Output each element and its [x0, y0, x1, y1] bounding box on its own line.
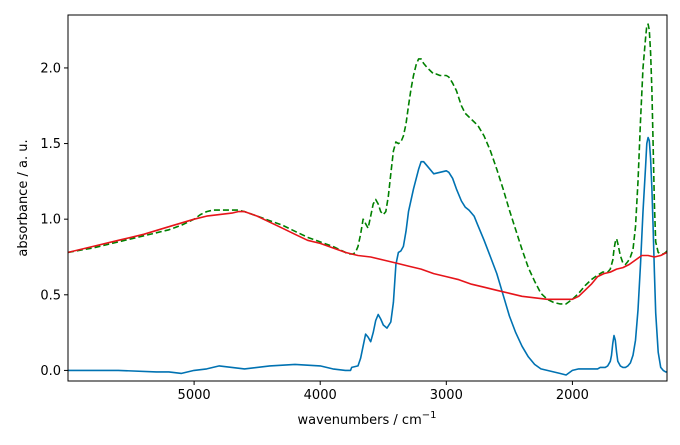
series-layer — [68, 23, 667, 376]
series-line-3 — [68, 210, 667, 301]
series-line-2 — [68, 23, 667, 305]
y-axis-label: absorbance / a. u. — [16, 139, 31, 256]
x-tick-label: 2000 — [556, 388, 589, 403]
x-axis-label-exponent: −1 — [422, 410, 437, 421]
y-tick-label: 1.5 — [40, 137, 61, 152]
y-tick-label: 0.5 — [40, 288, 61, 303]
y-axis: 0.0 0.5 1.0 1.5 2.0 — [40, 61, 68, 379]
x-tick-label: 4000 — [304, 388, 337, 403]
x-tick-label: 5000 — [178, 388, 211, 403]
x-axis: 5000 4000 3000 2000 — [178, 381, 589, 403]
x-tick-label: 3000 — [430, 388, 463, 403]
y-tick-label: 0.0 — [40, 364, 61, 379]
y-tick-label: 1.0 — [40, 213, 61, 228]
y-tick-label: 2.0 — [40, 61, 61, 76]
series-line-1 — [68, 136, 667, 376]
x-axis-label: wavenumbers / cm−1 — [297, 410, 436, 428]
x-axis-label-text: wavenumbers / cm — [297, 413, 421, 428]
plot-frame — [67, 14, 668, 382]
